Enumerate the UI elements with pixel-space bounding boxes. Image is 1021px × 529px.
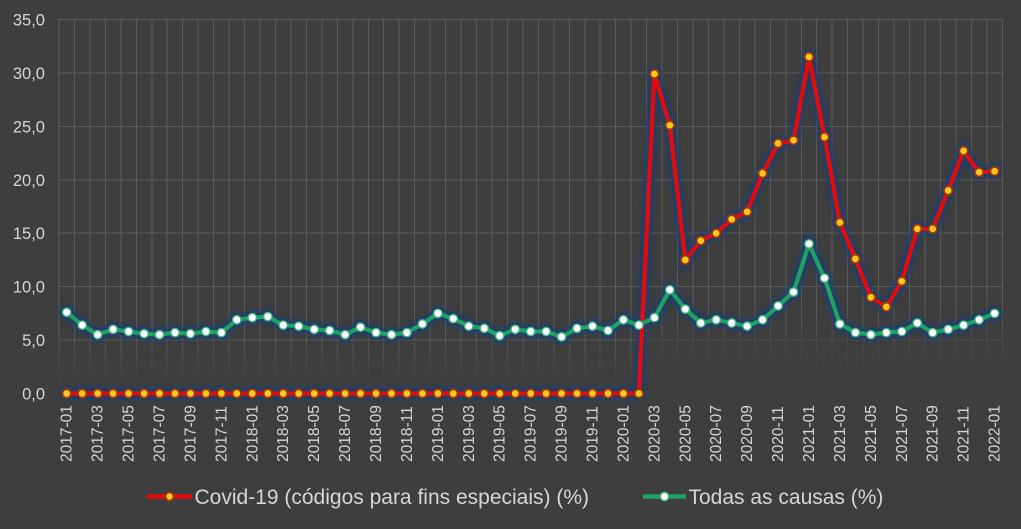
svg-text:2019-03: 2019-03 <box>461 405 478 462</box>
svg-text:2021-07: 2021-07 <box>894 405 911 462</box>
svg-text:2020-07: 2020-07 <box>708 405 725 462</box>
svg-text:2020-09: 2020-09 <box>739 405 756 462</box>
svg-text:2017-05: 2017-05 <box>121 405 138 462</box>
svg-text:2017-01: 2017-01 <box>59 405 76 462</box>
svg-text:2020-05: 2020-05 <box>677 405 694 462</box>
svg-text:2017-11: 2017-11 <box>213 406 230 462</box>
svg-text:2019-07: 2019-07 <box>523 405 540 462</box>
svg-text:Covid-19 (códigos para fins es: Covid-19 (códigos para fins especiais) (… <box>195 486 590 509</box>
svg-text:2019-09: 2019-09 <box>554 405 571 462</box>
svg-text:2021-01: 2021-01 <box>801 405 818 462</box>
svg-text:2019-11: 2019-11 <box>585 406 602 462</box>
svg-text:2017-09: 2017-09 <box>182 405 199 462</box>
svg-text:2017-07: 2017-07 <box>152 405 169 462</box>
svg-text:2022-01: 2022-01 <box>987 405 1004 462</box>
svg-text:0,0: 0,0 <box>22 386 45 404</box>
svg-text:10,0: 10,0 <box>13 279 45 297</box>
svg-text:2018-11: 2018-11 <box>399 406 416 462</box>
svg-text:25,0: 25,0 <box>13 118 45 136</box>
svg-text:2020-11: 2020-11 <box>770 406 787 462</box>
svg-text:2021-03: 2021-03 <box>832 405 849 462</box>
svg-text:Todas as causas (%): Todas as causas (%) <box>689 486 884 509</box>
svg-text:2020-01: 2020-01 <box>615 405 632 462</box>
svg-text:2021-11: 2021-11 <box>956 406 973 462</box>
svg-text:2021-09: 2021-09 <box>925 405 942 462</box>
svg-text:2018-09: 2018-09 <box>368 405 385 462</box>
svg-text:35,0: 35,0 <box>13 12 45 30</box>
svg-text:2017-03: 2017-03 <box>90 405 107 462</box>
svg-text:2021-05: 2021-05 <box>863 405 880 462</box>
svg-text:2018-05: 2018-05 <box>306 405 323 462</box>
svg-text:2018-07: 2018-07 <box>337 405 354 462</box>
svg-text:15,0: 15,0 <box>13 225 45 243</box>
svg-text:2019-05: 2019-05 <box>492 405 509 462</box>
svg-text:2020-03: 2020-03 <box>646 405 663 462</box>
svg-text:20,0: 20,0 <box>13 172 45 190</box>
svg-text:30,0: 30,0 <box>13 65 45 83</box>
svg-text:2018-03: 2018-03 <box>275 405 292 462</box>
svg-text:5,0: 5,0 <box>22 332 45 350</box>
svg-text:2019-01: 2019-01 <box>430 405 447 462</box>
svg-text:2018-01: 2018-01 <box>244 405 261 462</box>
